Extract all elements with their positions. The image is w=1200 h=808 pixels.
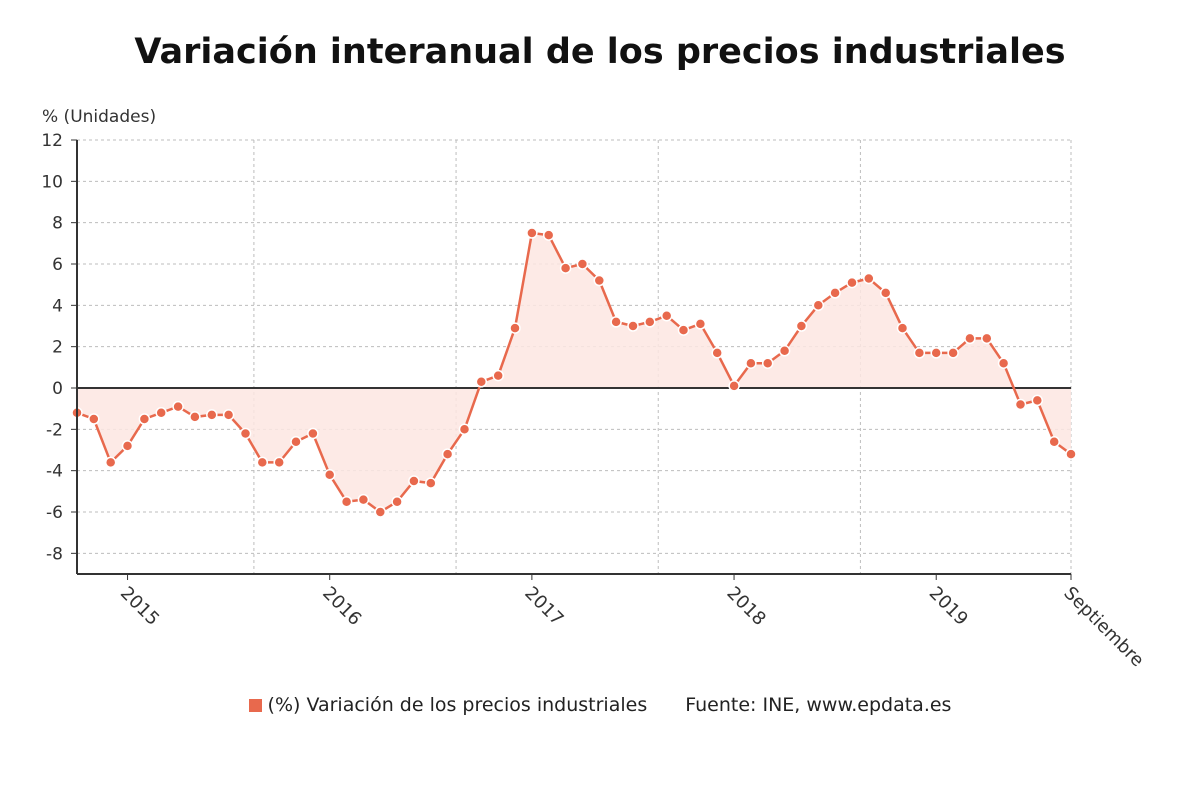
data-point xyxy=(206,409,218,421)
data-point xyxy=(458,423,471,436)
data-point xyxy=(509,322,521,334)
data-point xyxy=(778,345,791,357)
data-point xyxy=(846,276,858,289)
series-points xyxy=(71,227,1077,518)
data-point xyxy=(930,347,942,359)
y-tick-label: -8 xyxy=(46,544,63,564)
data-point xyxy=(593,274,606,287)
data-point xyxy=(526,227,538,239)
data-point xyxy=(155,407,167,419)
data-point xyxy=(138,413,151,425)
y-tick-label: 4 xyxy=(52,296,63,316)
data-point xyxy=(913,347,926,359)
data-point xyxy=(408,475,420,487)
y-tick-label: -2 xyxy=(46,420,63,440)
data-point xyxy=(896,322,909,334)
data-point xyxy=(1031,394,1044,407)
data-point xyxy=(660,309,673,322)
grid-lines xyxy=(77,139,1072,574)
data-point xyxy=(323,469,336,481)
data-point xyxy=(492,369,504,382)
data-point xyxy=(677,324,690,336)
y-tick-label: 8 xyxy=(52,214,63,234)
data-point xyxy=(745,357,757,369)
data-point xyxy=(239,427,252,440)
data-point xyxy=(728,380,740,392)
data-point xyxy=(964,332,976,345)
data-point xyxy=(290,435,302,448)
data-point xyxy=(829,287,841,299)
x-tick-label: Septiembre xyxy=(1059,583,1147,671)
x-tick-label: 2016 xyxy=(318,583,365,630)
data-point xyxy=(374,506,387,518)
y-tick-label: 12 xyxy=(41,131,63,151)
data-point xyxy=(222,409,235,421)
data-point xyxy=(879,287,892,299)
series-area xyxy=(77,233,1071,512)
data-point xyxy=(391,495,403,508)
source-note: Fuente: INE, www.epdata.es xyxy=(685,694,952,716)
legend-label: (%) Variación de los precios industriale… xyxy=(267,694,648,716)
data-point xyxy=(947,347,959,359)
x-axis-ticks: 2015 2016 2017 2018 2019 Septiembre xyxy=(116,574,1148,671)
chart-title: Variación interanual de los precios indu… xyxy=(134,32,1066,72)
y-tick-label: 6 xyxy=(52,255,63,275)
data-point xyxy=(610,316,622,328)
data-point xyxy=(981,332,993,345)
y-axis-ticks: 12 10 8 6 4 2 0 -2 -4 -6 -8 xyxy=(41,131,77,564)
data-point xyxy=(340,495,353,508)
legend-swatch xyxy=(248,699,262,712)
data-point xyxy=(542,229,555,241)
data-point xyxy=(1014,398,1027,411)
data-point xyxy=(711,347,723,359)
data-point xyxy=(559,262,572,274)
data-point xyxy=(121,440,134,452)
data-point xyxy=(189,411,201,423)
data-point xyxy=(997,357,1010,369)
data-point xyxy=(644,316,656,328)
y-tick-label: -4 xyxy=(46,462,63,482)
data-point xyxy=(1065,448,1077,460)
data-point xyxy=(88,413,100,425)
data-point xyxy=(273,456,285,469)
data-point xyxy=(812,299,825,312)
data-point xyxy=(104,456,117,469)
y-tick-label: 0 xyxy=(52,379,63,399)
legend: (%) Variación de los precios industriale… xyxy=(0,694,1200,716)
data-point xyxy=(475,376,488,388)
y-tick-label: 2 xyxy=(52,338,63,358)
data-point xyxy=(425,477,437,489)
x-tick-label: 2017 xyxy=(520,583,567,630)
data-point xyxy=(441,448,454,460)
data-point xyxy=(627,320,639,332)
y-tick-label: 10 xyxy=(41,172,63,192)
data-point xyxy=(694,318,707,330)
y-tick-label: -6 xyxy=(46,503,63,523)
data-point xyxy=(576,258,589,270)
data-point xyxy=(761,357,774,369)
x-tick-label: 2015 xyxy=(116,583,163,630)
data-point xyxy=(256,456,269,469)
x-tick-label: 2019 xyxy=(925,583,972,630)
data-point xyxy=(795,320,808,332)
data-point xyxy=(172,400,184,413)
data-point xyxy=(357,493,370,506)
data-point xyxy=(1048,435,1060,448)
data-point xyxy=(307,427,319,440)
data-point xyxy=(863,272,875,285)
y-axis-label: % (Unidades) xyxy=(42,107,156,127)
x-tick-label: 2018 xyxy=(723,583,770,630)
